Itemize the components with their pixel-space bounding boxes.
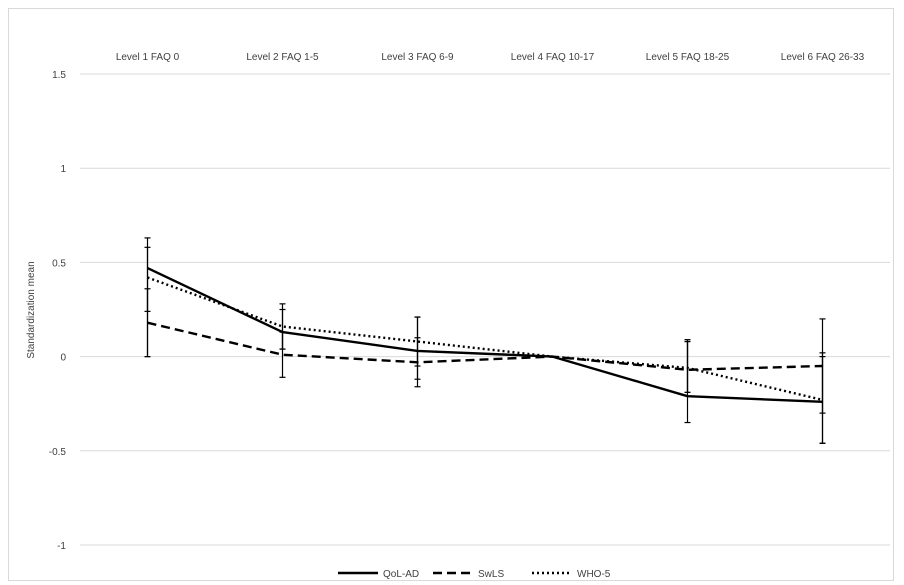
series-line-qol-ad xyxy=(146,267,823,403)
y-tick-label: -1 xyxy=(57,541,66,552)
y-tick-label: 1.5 xyxy=(52,70,66,81)
y-tick-label: 1 xyxy=(60,164,66,175)
x-axis-category-labels: Level 1 FAQ 0 Level 2 FAQ 1-5 Level 3 FAQ … xyxy=(116,52,865,63)
series-line-who-5 xyxy=(147,276,823,402)
x-category-label: Level 1 FAQ 0 xyxy=(116,52,180,63)
y-tick-label: 0.5 xyxy=(52,258,66,269)
legend-label: WHO-5 xyxy=(577,569,611,580)
legend-label: QoL-AD xyxy=(383,569,419,580)
x-category-label: Level 4 FAQ 10-17 xyxy=(511,52,595,63)
series-line-swls xyxy=(147,321,823,371)
gridlines xyxy=(80,73,890,546)
y-tick-label: -0.5 xyxy=(49,447,67,458)
error-bars xyxy=(144,237,826,444)
y-tick-label: 0 xyxy=(60,353,66,364)
x-category-label: Level 2 FAQ 1-5 xyxy=(246,52,319,63)
y-axis-tick-labels: 1.5 1 0.5 0 -0.5 -1 xyxy=(49,70,67,552)
x-category-label: Level 3 FAQ 6-9 xyxy=(381,52,454,63)
y-axis-title: Standardization mean xyxy=(26,261,37,358)
x-category-label: Level 5 FAQ 18-25 xyxy=(646,52,730,63)
legend-label: SwLS xyxy=(478,569,504,580)
legend: QoL-AD SwLS WHO-5 xyxy=(338,569,611,580)
series-lines xyxy=(146,267,823,403)
x-category-label: Level 6 FAQ 26-33 xyxy=(781,52,865,63)
chart-frame xyxy=(8,8,894,581)
